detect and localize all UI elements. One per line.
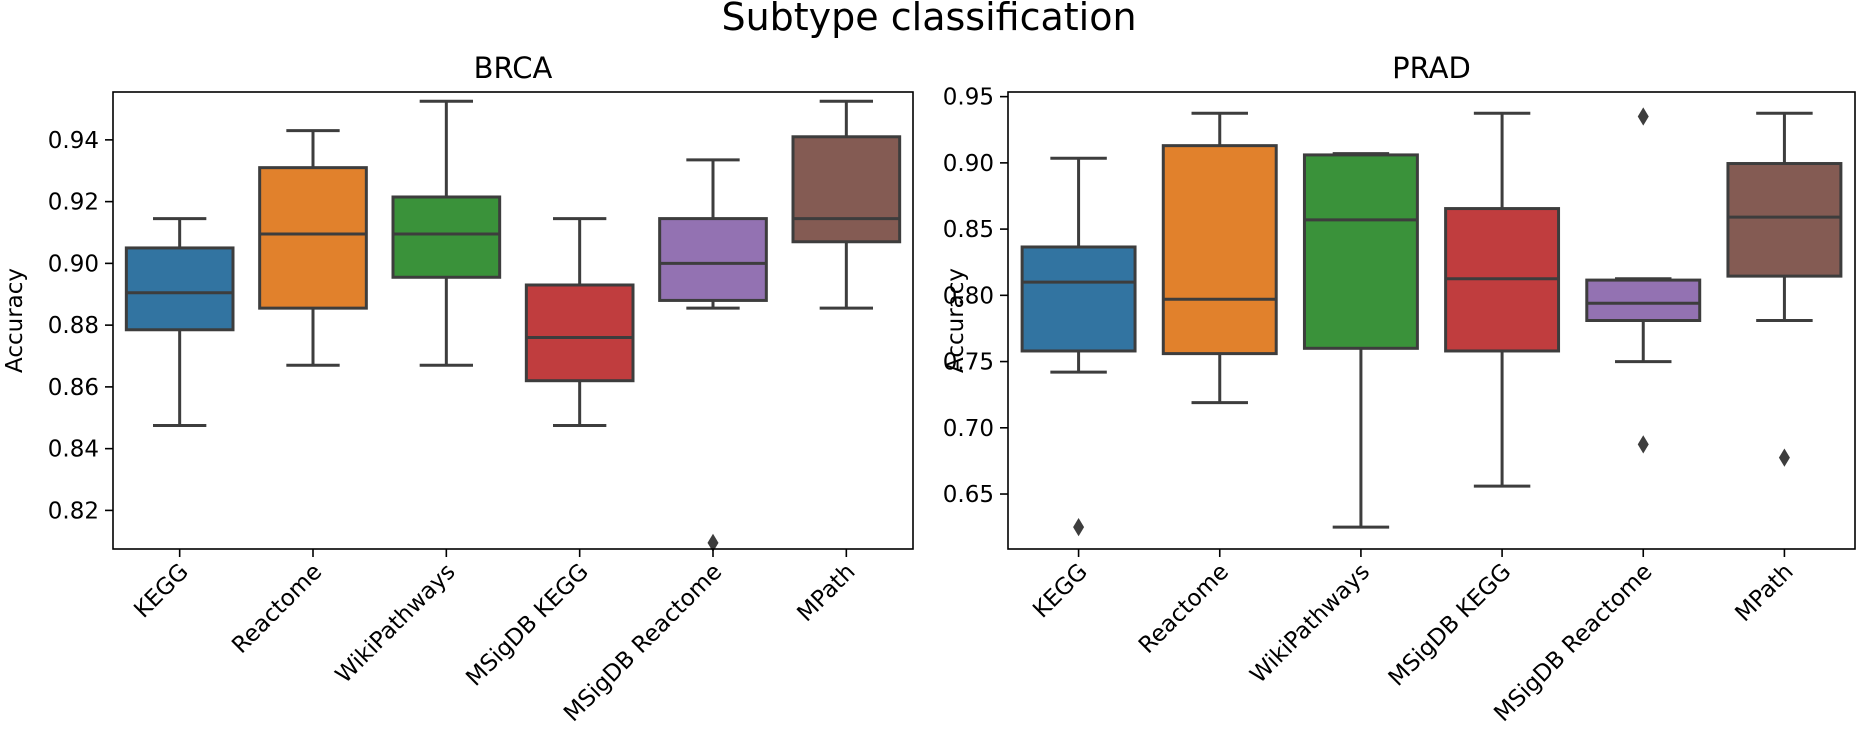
brca-y-tick-label: 0.88 [48,313,99,339]
brca-x-tick-label: MSigDB KEGG [461,559,594,692]
prad-panel-title: PRAD [1392,51,1471,85]
iqr-box [1302,153,1419,350]
prad-box-2 [1302,152,1419,529]
brca-x-tick-label: KEGG [129,559,194,624]
prad-y-tick-label: 0.65 [943,482,994,508]
figure-title: Subtype classification [721,0,1136,39]
prad-box-0 [1020,156,1137,537]
brca-panel: BRCA Accuracy 0.82 0.84 0.86 0.88 0.90 0.92 0.94… [2,51,914,727]
brca-axes-frame [112,91,914,550]
prad-x-tick-label: MSigDB KEGG [1384,559,1517,692]
brca-y-tick-label: 0.86 [48,375,99,401]
prad-box-3 [1444,111,1561,488]
prad-axes-frame [1007,91,1856,550]
iqr-box [1020,245,1137,353]
prad-y-tick-label: 0.80 [943,283,994,309]
brca-y-tick-label: 0.90 [48,251,99,277]
brca-y-tick-label: 0.82 [48,498,99,524]
iqr-box [258,166,368,310]
brca-y-tick-label: 0.94 [48,128,99,154]
outlier-point [707,533,719,552]
prad-x-tick-label: Reactome [1134,559,1234,659]
prad-x-tick-label: KEGG [1028,559,1093,624]
prad-y-tick-label: 0.75 [943,350,994,376]
iqr-box [1585,278,1702,322]
brca-box-4 [658,158,768,552]
brca-box-2 [391,99,502,367]
prad-y-axis-label: Accuracy [943,268,969,373]
brca-x-tick-label: Reactome [227,559,327,659]
brca-panel-title: BRCA [474,51,553,85]
outlier-point [1637,435,1649,454]
prad-y-tick-label: 0.95 [943,85,994,111]
outlier-point [1778,448,1790,467]
iqr-box [391,195,502,279]
brca-box-0 [124,217,235,427]
brca-y-tick-label: 0.84 [48,437,99,463]
brca-x-tick-label: MPath [792,559,860,627]
iqr-box [791,135,902,244]
iqr-box [124,246,235,332]
brca-box-1 [258,129,368,367]
prad-y-tick-label: 0.85 [943,217,994,243]
prad-box-5 [1726,111,1843,467]
prad-panel: PRAD Accuracy 0.65 0.70 0.75 0.80 0.85 0.90 0.95… [943,51,1856,727]
prad-y-tick-label: 0.90 [943,151,994,177]
prad-x-tick-label: WikiPathways [1245,559,1375,689]
iqr-box [658,217,768,302]
brca-y-axis-label: Accuracy [2,268,28,373]
brca-box-3 [524,217,635,427]
prad-x-tick-label: MPath [1731,559,1799,627]
prad-x-tick-label: MSigDB Reactome [1489,559,1657,727]
prad-box-1 [1161,111,1278,405]
brca-y-tick-label: 0.92 [48,190,99,216]
brca-x-tick-label: WikiPathways [331,559,461,689]
prad-y-tick-label: 0.70 [943,416,994,442]
outlier-point [1073,518,1085,537]
prad-box-4 [1585,107,1702,454]
brca-box-5 [791,99,902,310]
iqr-box [524,283,635,383]
iqr-box [1726,162,1843,278]
outlier-point [1637,107,1649,126]
iqr-box [1161,144,1278,356]
